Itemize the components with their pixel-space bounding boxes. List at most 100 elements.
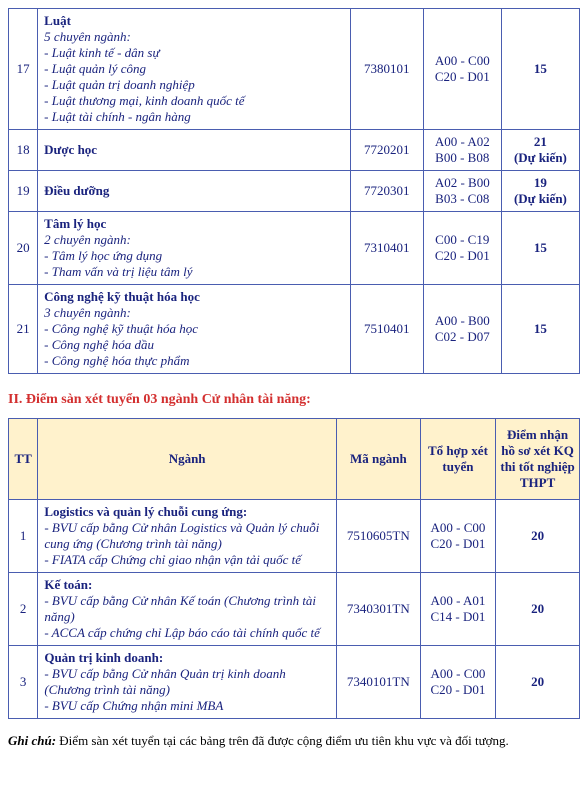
row-title: Logistics và quản lý chuỗi cung ứng: — [44, 504, 330, 520]
cell-nganh: Quản trị kinh doanh:- BVU cấp bằng Cử nh… — [38, 646, 337, 719]
table-row: 1Logistics và quản lý chuỗi cung ứng:- B… — [9, 500, 580, 573]
row-item: - Luật quản lý công — [44, 61, 344, 77]
row-title: Quản trị kinh doanh: — [44, 650, 330, 666]
row-item: - BVU cấp bằng Cử nhân Quản trị kinh doa… — [44, 666, 330, 698]
tohop-line: A00 - B00 — [430, 313, 495, 329]
row-title: Dược học — [44, 142, 344, 158]
tohop-line: C02 - D07 — [430, 329, 495, 345]
row-item: - FIATA cấp Chứng chỉ giao nhận vận tải … — [44, 552, 330, 568]
table-row: 19Điều dưỡng7720301A02 - B00B03 - C0819(… — [9, 171, 580, 212]
table-row: 17Luật5 chuyên ngành:- Luật kinh tế - dâ… — [9, 9, 580, 130]
row-item: - BVU cấp bằng Cử nhân Kế toán (Chương t… — [44, 593, 330, 625]
cell-nganh: Điều dưỡng — [38, 171, 351, 212]
tohop-line: A02 - B00 — [430, 175, 495, 191]
cell-ma: 7510605TN — [336, 500, 420, 573]
tohop-line: A00 - C00 — [430, 53, 495, 69]
cell-diem: 20 — [496, 573, 580, 646]
cell-nganh: Kế toán:- BVU cấp bằng Cử nhân Kế toán (… — [38, 573, 337, 646]
row-item: - Công nghệ kỹ thuật hóa học — [44, 321, 344, 337]
section-2-heading: II. Điểm sàn xét tuyển 03 ngành Cử nhân … — [8, 392, 580, 408]
cell-diem: 21(Dự kiến) — [501, 130, 579, 171]
row-item: - Công nghệ hóa dầu — [44, 337, 344, 353]
tohop-line: A00 - A02 — [430, 134, 495, 150]
footnote-label: Ghi chú: — [8, 733, 56, 748]
cell-ma: 7380101 — [350, 9, 423, 130]
hdr-ma: Mã ngành — [336, 419, 420, 500]
footnote: Ghi chú: Điểm sàn xét tuyển tại các bảng… — [8, 733, 580, 749]
cell-nganh: Công nghệ kỹ thuật hóa học3 chuyên ngành… — [38, 285, 351, 374]
cell-tohop: C00 - C19C20 - D01 — [423, 212, 501, 285]
hdr-tohop: Tổ hợp xét tuyển — [420, 419, 495, 500]
row-title: Kế toán: — [44, 577, 330, 593]
row-item: - Luật thương mại, kinh doanh quốc tế — [44, 93, 344, 109]
cell-ma: 7720301 — [350, 171, 423, 212]
row-item: - Luật kinh tế - dân sự — [44, 45, 344, 61]
row-item: - Luật quản trị doanh nghiệp — [44, 77, 344, 93]
cell-ma: 7310401 — [350, 212, 423, 285]
cell-ma: 7510401 — [350, 285, 423, 374]
diem-value: 15 — [508, 321, 573, 337]
tohop-line: C20 - D01 — [430, 248, 495, 264]
cell-tohop: A02 - B00B03 - C08 — [423, 171, 501, 212]
cell-nganh: Tâm lý học2 chuyên ngành:- Tâm lý học ứn… — [38, 212, 351, 285]
row-sub: 5 chuyên ngành: — [44, 29, 344, 45]
table-row: 20Tâm lý học2 chuyên ngành:- Tâm lý học … — [9, 212, 580, 285]
table-row: 3Quản trị kinh doanh:- BVU cấp bằng Cử n… — [9, 646, 580, 719]
row-title: Luật — [44, 13, 344, 29]
hdr-tt: TT — [9, 419, 38, 500]
row-sub: 2 chuyên ngành: — [44, 232, 344, 248]
tohop-line: B00 - B08 — [430, 150, 495, 166]
row-title: Công nghệ kỹ thuật hóa học — [44, 289, 344, 305]
tohop-line: B03 - C08 — [430, 191, 495, 207]
cell-tt: 21 — [9, 285, 38, 374]
cell-tohop: A00 - A01C14 - D01 — [420, 573, 495, 646]
tohop-line: A00 - C00 — [427, 520, 489, 536]
cell-tt: 3 — [9, 646, 38, 719]
cell-ma: 7340101TN — [336, 646, 420, 719]
cell-ma: 7720201 — [350, 130, 423, 171]
table-1: 17Luật5 chuyên ngành:- Luật kinh tế - dâ… — [8, 8, 580, 374]
diem-value: 20 — [502, 601, 573, 617]
cell-tt: 2 — [9, 573, 38, 646]
footnote-text: Điểm sàn xét tuyển tại các bảng trên đã … — [56, 733, 509, 748]
row-item: - Tâm lý học ứng dụng — [44, 248, 344, 264]
diem-value: 19 — [508, 175, 573, 191]
cell-tohop: A00 - C00C20 - D01 — [420, 500, 495, 573]
table-2-header-row: TT Ngành Mã ngành Tổ hợp xét tuyển Điểm … — [9, 419, 580, 500]
row-item: - BVU cấp bằng Cử nhân Logistics và Quản… — [44, 520, 330, 552]
cell-nganh: Logistics và quản lý chuỗi cung ứng:- BV… — [38, 500, 337, 573]
cell-tohop: A00 - A02B00 - B08 — [423, 130, 501, 171]
diem-value: 20 — [502, 528, 573, 544]
tohop-line: A00 - A01 — [427, 593, 489, 609]
cell-tohop: A00 - C00C20 - D01 — [420, 646, 495, 719]
row-item: - Công nghệ hóa thực phẩm — [44, 353, 344, 369]
cell-diem: 19(Dự kiến) — [501, 171, 579, 212]
row-sub: 3 chuyên ngành: — [44, 305, 344, 321]
cell-diem: 15 — [501, 285, 579, 374]
cell-tt: 1 — [9, 500, 38, 573]
diem-value: 21 — [508, 134, 573, 150]
diem-note: (Dự kiến) — [508, 191, 573, 207]
row-item: - ACCA cấp chứng chỉ Lập báo cáo tài chí… — [44, 625, 330, 641]
cell-tt: 18 — [9, 130, 38, 171]
cell-nganh: Dược học — [38, 130, 351, 171]
row-item: - Luật tài chính - ngân hàng — [44, 109, 344, 125]
cell-tt: 19 — [9, 171, 38, 212]
table-row: 21Công nghệ kỹ thuật hóa học3 chuyên ngà… — [9, 285, 580, 374]
hdr-diem: Điểm nhận hồ sơ xét KQ thi tốt nghiệp TH… — [496, 419, 580, 500]
hdr-nganh: Ngành — [38, 419, 337, 500]
cell-nganh: Luật5 chuyên ngành:- Luật kinh tế - dân … — [38, 9, 351, 130]
cell-tohop: A00 - C00C20 - D01 — [423, 9, 501, 130]
cell-tt: 20 — [9, 212, 38, 285]
table-2: TT Ngành Mã ngành Tổ hợp xét tuyển Điểm … — [8, 418, 580, 719]
diem-note: (Dự kiến) — [508, 150, 573, 166]
tohop-line: A00 - C00 — [427, 666, 489, 682]
diem-value: 20 — [502, 674, 573, 690]
table-row: 18Dược học7720201A00 - A02B00 - B0821(Dự… — [9, 130, 580, 171]
row-title: Điều dưỡng — [44, 183, 344, 199]
tohop-line: C20 - D01 — [430, 69, 495, 85]
table-row: 2Kế toán:- BVU cấp bằng Cử nhân Kế toán … — [9, 573, 580, 646]
tohop-line: C14 - D01 — [427, 609, 489, 625]
tohop-line: C00 - C19 — [430, 232, 495, 248]
diem-value: 15 — [508, 61, 573, 77]
